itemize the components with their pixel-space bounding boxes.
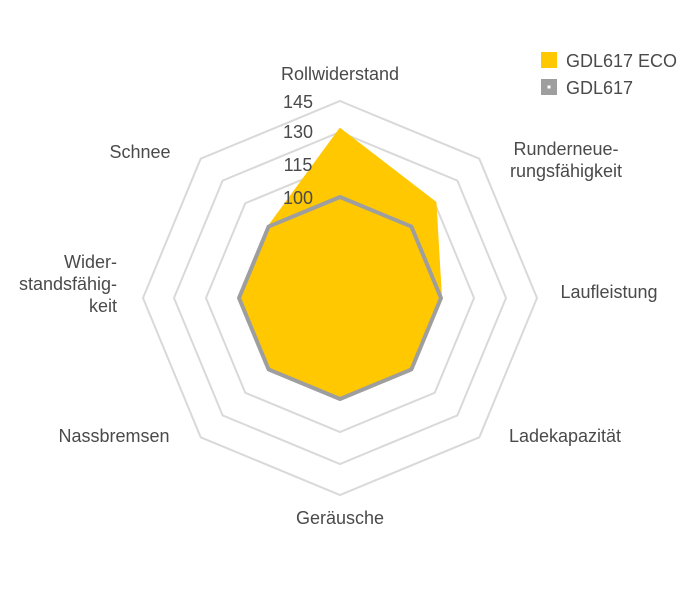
axis-label-geraeusche: Geräusche [296,508,384,528]
series-gdl617-area [237,195,443,401]
legend-label-gdl617-eco: GDL617 ECO [566,51,677,71]
series-gdl617-eco-area [237,127,443,401]
legend-swatch-dot [547,85,551,89]
radar-series [237,127,443,401]
tick-label-130: 130 [283,122,313,142]
axis-label-runderneuerungsfaehigkeit: Runderneue-rungsfähigkeit [510,139,622,181]
axis-label-rollwiderstand: Rollwiderstand [281,64,399,84]
tick-label-145: 145 [283,92,313,112]
tick-label-100: 100 [283,188,313,208]
tick-label-115: 115 [284,155,313,175]
axis-label-schnee: Schnee [109,142,170,162]
axis-label-laufleistung: Laufleistung [560,282,657,302]
grid-ring-5 [172,130,508,466]
axis-label-ladekapazitaet: Ladekapazität [509,426,621,446]
axis-label-nassbremsen: Nassbremsen [58,426,169,446]
legend-item-gdl617: GDL617 [541,78,633,98]
axis-label-widerstandsfaehigkeit: Wider-standsfähig-keit [19,252,117,316]
legend-swatch-gdl617-eco [541,52,557,68]
grid-ring-4 [204,162,476,434]
legend-item-gdl617-eco: GDL617 ECO [541,51,677,71]
legend-label-gdl617: GDL617 [566,78,633,98]
grid-ring-6 [141,99,539,497]
radial-tick-labels: 100 115 130 145 [283,92,313,208]
legend: GDL617 ECO GDL617 [541,51,677,98]
axis-labels: Rollwiderstand Runderneue-rungsfähigkeit L… [19,64,658,528]
